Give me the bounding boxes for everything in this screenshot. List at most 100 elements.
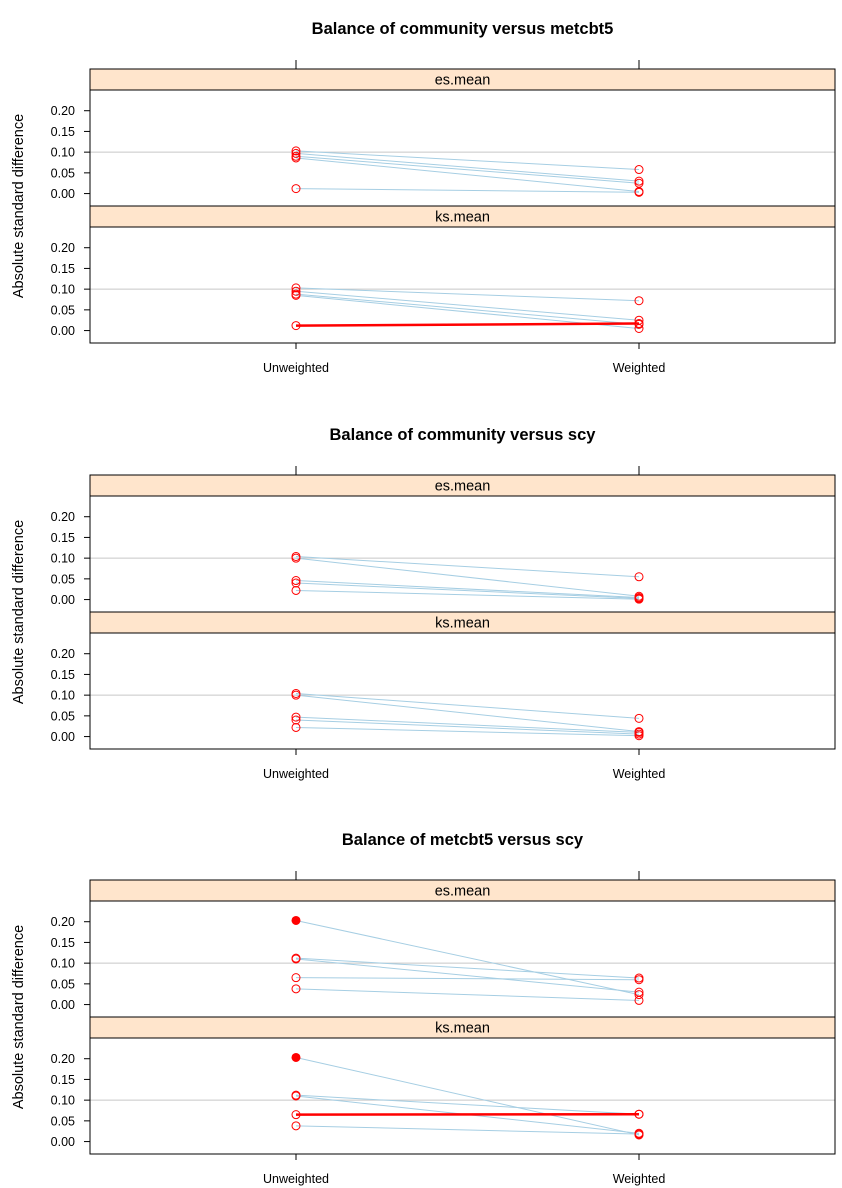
y-tick-label: 0.10 — [51, 1094, 75, 1108]
series-line — [295, 1056, 640, 1136]
data-point — [634, 1129, 644, 1139]
series-line — [295, 694, 640, 733]
strip-label: ks.mean — [435, 616, 490, 632]
y-tick-label: 0.10 — [51, 689, 75, 703]
balance-chart: Balance of community versus metcbt5 es.me… — [11, 20, 836, 375]
y-tick-label: 0.15 — [51, 262, 75, 276]
chart-title: Balance of metcbt5 versus scy — [342, 831, 584, 849]
data-point — [634, 176, 644, 186]
data-point — [291, 153, 301, 163]
data-point — [291, 578, 301, 588]
data-point — [291, 148, 301, 158]
data-point — [291, 286, 301, 296]
data-point — [291, 146, 301, 156]
y-tick-label: 0.05 — [51, 166, 75, 180]
series-line — [295, 1125, 640, 1135]
y-tick-label: 0.05 — [51, 977, 75, 991]
data-point — [634, 975, 644, 985]
panel: ks.mean 0.00 0.05 0.10 0.15 0.20 — [51, 611, 836, 750]
y-tick-label: 0.20 — [51, 241, 75, 255]
y-tick-label: 0.00 — [51, 187, 75, 201]
data-point — [291, 712, 301, 722]
panel-frame — [89, 226, 836, 344]
series-line-highlight — [295, 322, 640, 327]
strip-label: ks.mean — [435, 210, 490, 226]
series-line — [295, 555, 640, 578]
y-tick-label: 0.05 — [51, 1114, 75, 1128]
strip-label: es.mean — [435, 479, 491, 495]
y-tick-label: 0.15 — [51, 668, 75, 682]
y-tick-label: 0.00 — [51, 593, 75, 607]
data-point-filled — [291, 1052, 301, 1062]
y-tick-label: 0.00 — [51, 998, 75, 1012]
y-tick-label: 0.10 — [51, 957, 75, 971]
balance-chart: Balance of metcbt5 versus scy es.mean 0.00… — [11, 831, 836, 1186]
y-axis-title: Absolute standard difference — [11, 114, 27, 298]
data-point — [291, 973, 301, 983]
data-point — [291, 1121, 301, 1131]
y-tick-label: 0.15 — [51, 936, 75, 950]
data-point — [634, 1109, 644, 1119]
series-line — [295, 719, 640, 735]
x-tick-label: Weighted — [613, 361, 666, 375]
series-line — [295, 152, 640, 182]
data-point — [291, 283, 301, 293]
data-point — [634, 572, 644, 582]
y-tick-label: 0.20 — [51, 104, 75, 118]
chart-title: Balance of community versus metcbt5 — [312, 20, 614, 38]
balance-chart: Balance of community versus scy es.mean 0.… — [11, 426, 836, 781]
series-line — [295, 157, 640, 192]
series-line — [295, 188, 640, 193]
panel-frame — [89, 89, 836, 207]
y-tick-label: 0.00 — [51, 1135, 75, 1149]
y-tick-label: 0.05 — [51, 303, 75, 317]
data-point — [634, 731, 644, 741]
series-line — [295, 919, 640, 996]
series-line — [295, 988, 640, 1001]
panel: es.mean 0.00 0.05 0.10 0.15 0.20 — [51, 474, 836, 613]
x-tick-label: Weighted — [613, 767, 666, 781]
x-tick-label: Weighted — [613, 1172, 666, 1186]
data-point — [291, 1110, 301, 1120]
data-point — [291, 690, 301, 700]
data-point — [634, 165, 644, 175]
y-axis-title: Absolute standard difference — [11, 520, 27, 704]
series-line — [295, 557, 640, 597]
data-point — [291, 553, 301, 563]
data-point — [291, 954, 301, 964]
data-point — [634, 990, 644, 1000]
data-point — [291, 715, 301, 725]
series-line — [295, 580, 640, 598]
y-tick-label: 0.10 — [51, 552, 75, 566]
data-point — [634, 319, 644, 329]
series-line — [295, 1094, 640, 1115]
data-point — [291, 585, 301, 595]
y-tick-label: 0.15 — [51, 1073, 75, 1087]
series-line — [295, 726, 640, 737]
y-tick-label: 0.05 — [51, 572, 75, 586]
series-line — [295, 582, 640, 599]
series-line — [295, 957, 640, 979]
chart-title: Balance of community versus scy — [330, 426, 597, 444]
y-tick-label: 0.10 — [51, 146, 75, 160]
series-line — [295, 589, 640, 600]
x-tick-label: Unweighted — [263, 1172, 329, 1186]
data-point — [634, 296, 644, 306]
y-axis-title: Absolute standard difference — [11, 925, 27, 1109]
data-point — [291, 576, 301, 586]
panel: ks.mean 0.00 0.05 0.10 0.15 0.20 — [51, 205, 836, 344]
data-point — [291, 722, 301, 732]
panel-frame — [89, 632, 836, 750]
data-point — [634, 713, 644, 723]
series-line — [295, 287, 640, 302]
data-point — [291, 984, 301, 994]
data-point — [291, 184, 301, 194]
data-point — [291, 321, 301, 331]
panel: es.mean 0.00 0.05 0.10 0.15 0.20 — [51, 68, 836, 207]
data-point — [291, 290, 301, 300]
data-point — [634, 187, 644, 197]
y-tick-label: 0.20 — [51, 647, 75, 661]
y-tick-label: 0.15 — [51, 125, 75, 139]
x-tick-label: Unweighted — [263, 767, 329, 781]
